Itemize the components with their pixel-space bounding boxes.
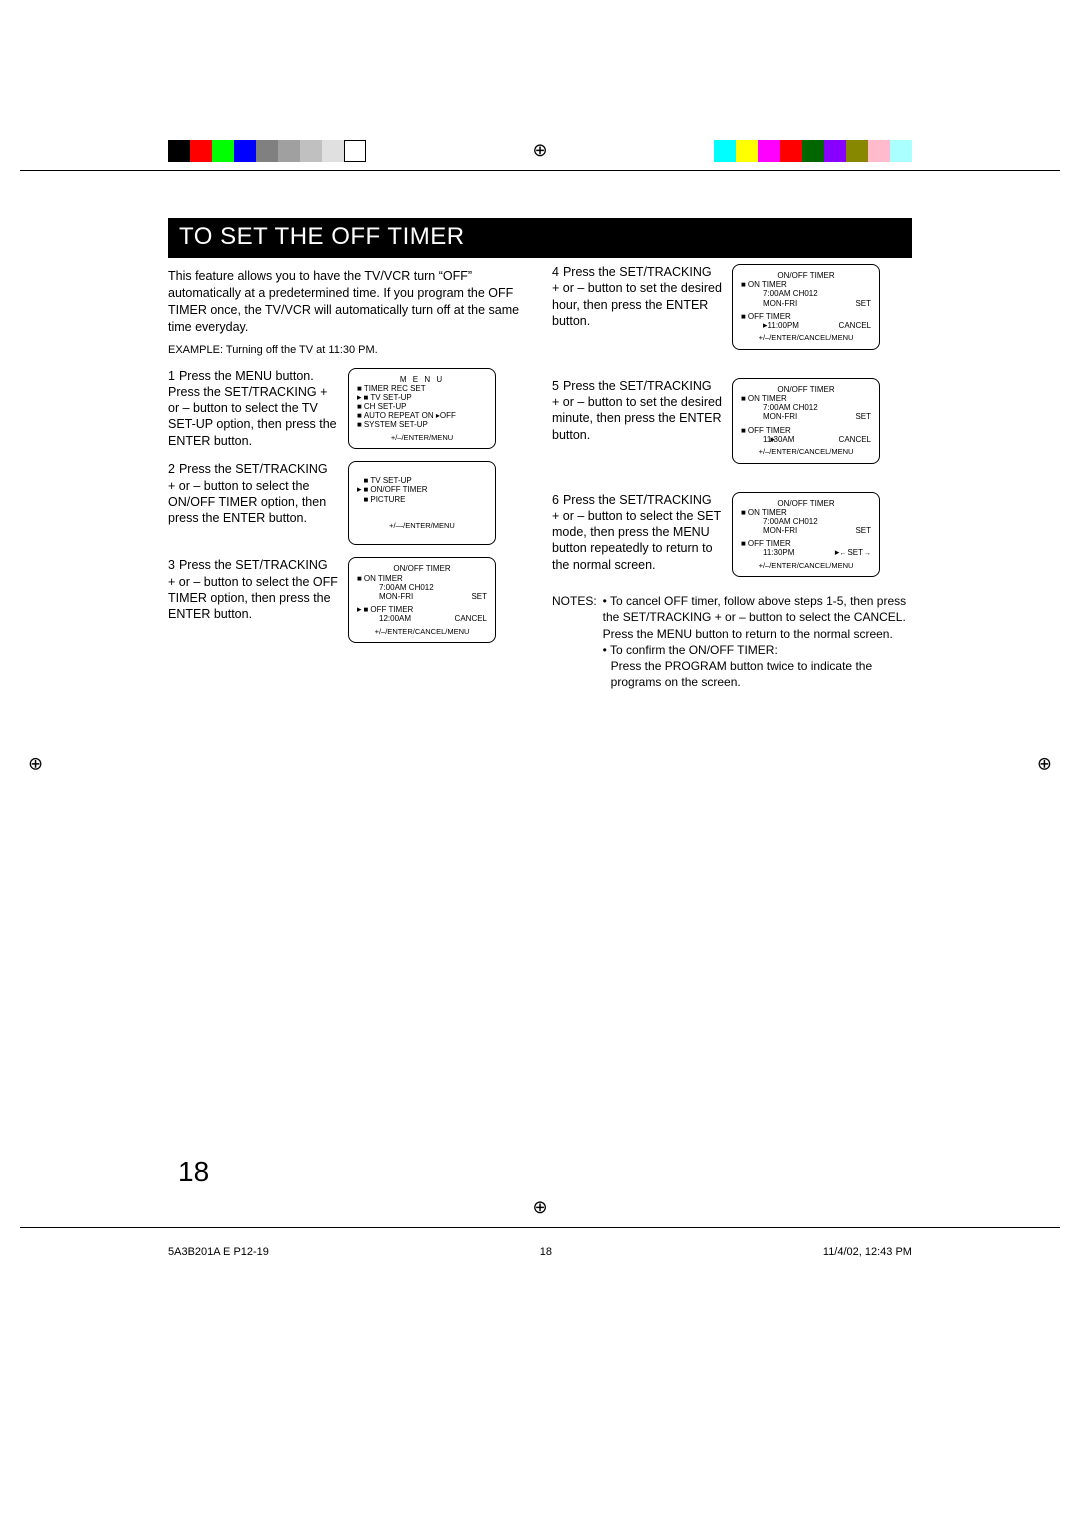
registration-mark-bottom: ⊕ [532, 1197, 547, 1218]
right-column: 4Press the SET/TRACKING + or – button to… [552, 264, 912, 690]
step-6: 6Press the SET/TRACKING + or – button to… [552, 492, 912, 578]
intro-text: This feature allows you to have the TV/V… [168, 268, 528, 336]
content-area: TO SET THE OFF TIMER This feature allows… [168, 218, 912, 690]
osd-off-6: ON/OFF TIMER ■ON TIMER 7:00AM CH012 MON-… [732, 492, 880, 578]
step-5: 5Press the SET/TRACKING + or – button to… [552, 378, 912, 464]
step-number: 1 [168, 369, 175, 383]
colorbar-left [168, 140, 366, 162]
step-2: 2Press the SET/TRACKING + or – button to… [168, 461, 528, 545]
colorbar-right [714, 140, 912, 162]
page-title: TO SET THE OFF TIMER [168, 218, 912, 258]
step-1: 1Press the MENU button. Press the SET/TR… [168, 368, 528, 450]
registration-mark-right: ⊕ [1037, 754, 1052, 775]
example-text: EXAMPLE: Turning off the TV at 11:30 PM. [168, 344, 528, 356]
crop-rule-bottom [20, 1227, 1060, 1228]
footer: 5A3B201A E P12-19 18 11/4/02, 12:43 PM [168, 1246, 912, 1258]
left-column: This feature allows you to have the TV/V… [168, 264, 528, 690]
notes-block: NOTES: • To cancel OFF timer, follow abo… [552, 593, 912, 690]
osd-off-3: ON/OFF TIMER ■ON TIMER 7:00AM CH012 MON-… [348, 557, 496, 643]
osd-off-5: ON/OFF TIMER ■ON TIMER 7:00AM CH012 MON-… [732, 378, 880, 464]
crop-rule-top [20, 170, 1060, 171]
footer-mid: 18 [540, 1246, 552, 1258]
step-3: 3Press the SET/TRACKING + or – button to… [168, 557, 528, 643]
step-4: 4Press the SET/TRACKING + or – button to… [552, 264, 912, 350]
osd-off-4: ON/OFF TIMER ■ON TIMER 7:00AM CH012 MON-… [732, 264, 880, 350]
footer-right: 11/4/02, 12:43 PM [823, 1246, 912, 1258]
osd-menu: M E N U ■TIMER REC SET ▸■TV SET-UP ■CH S… [348, 368, 496, 450]
page: ⊕ ⊕ ⊕ ⊕ TO SET THE OFF TIMER This featur… [0, 0, 1080, 1528]
osd-tvsetup: ▸■TV SET-UP ▸■ON/OFF TIMER ▸■PICTURE +/—… [348, 461, 496, 545]
registration-mark-top: ⊕ [532, 140, 547, 161]
footer-left: 5A3B201A E P12-19 [168, 1246, 269, 1258]
step-text: Press the MENU button. Press the SET/TRA… [168, 369, 337, 448]
registration-mark-left: ⊕ [28, 754, 43, 775]
page-number-large: 18 [178, 1156, 209, 1188]
